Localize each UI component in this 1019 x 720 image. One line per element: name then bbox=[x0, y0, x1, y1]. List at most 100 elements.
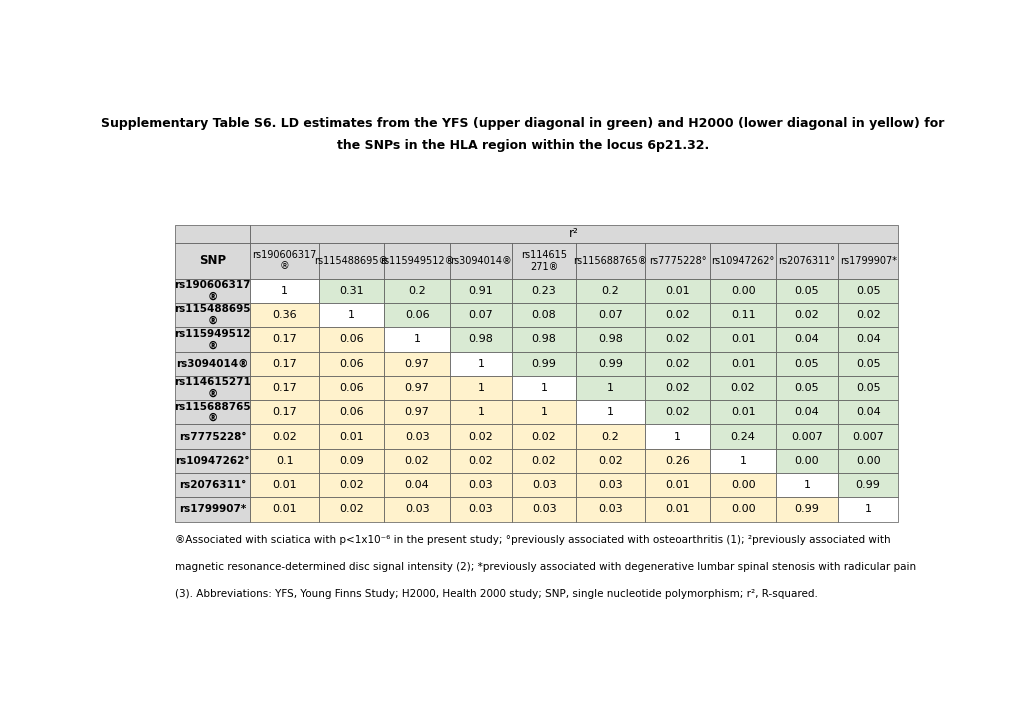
Bar bbox=[838, 279, 898, 303]
Text: 0.36: 0.36 bbox=[272, 310, 297, 320]
Bar bbox=[709, 243, 775, 279]
Bar bbox=[250, 376, 319, 400]
Text: (3). Abbreviations: YFS, Young Finns Study; H2000, Health 2000 study; SNP, singl: (3). Abbreviations: YFS, Young Finns Stu… bbox=[175, 589, 817, 599]
Bar bbox=[384, 498, 449, 521]
Bar bbox=[838, 400, 898, 425]
Text: 0.02: 0.02 bbox=[855, 310, 879, 320]
Bar bbox=[644, 303, 709, 328]
Bar bbox=[775, 400, 838, 425]
Text: 0.01: 0.01 bbox=[664, 505, 689, 515]
Text: 0.01: 0.01 bbox=[339, 431, 364, 441]
Text: SNP: SNP bbox=[199, 254, 226, 267]
Bar bbox=[250, 225, 898, 243]
Text: 0.02: 0.02 bbox=[531, 431, 556, 441]
Text: 0.06: 0.06 bbox=[339, 359, 364, 369]
Bar bbox=[709, 449, 775, 473]
Text: 0.97: 0.97 bbox=[405, 359, 429, 369]
Text: 1: 1 bbox=[674, 431, 681, 441]
Bar bbox=[384, 303, 449, 328]
Bar bbox=[775, 279, 838, 303]
Text: 1: 1 bbox=[347, 310, 355, 320]
Bar bbox=[775, 376, 838, 400]
Bar bbox=[838, 473, 898, 498]
Text: 0.04: 0.04 bbox=[794, 408, 818, 418]
Text: rs3094014®: rs3094014® bbox=[176, 359, 249, 369]
Bar bbox=[250, 498, 319, 521]
Text: 0.26: 0.26 bbox=[664, 456, 689, 466]
Bar bbox=[644, 473, 709, 498]
Bar bbox=[838, 328, 898, 351]
Text: 0.02: 0.02 bbox=[468, 456, 493, 466]
Bar bbox=[250, 425, 319, 449]
Bar bbox=[838, 449, 898, 473]
Text: 0.04: 0.04 bbox=[855, 408, 879, 418]
Text: 1: 1 bbox=[477, 408, 484, 418]
Text: 0.02: 0.02 bbox=[664, 383, 689, 393]
Text: 0.00: 0.00 bbox=[730, 480, 755, 490]
Bar bbox=[775, 498, 838, 521]
Bar bbox=[838, 351, 898, 376]
Text: 0.17: 0.17 bbox=[272, 359, 297, 369]
Bar bbox=[775, 473, 838, 498]
Bar bbox=[175, 473, 250, 498]
Text: 0.007: 0.007 bbox=[791, 431, 822, 441]
Bar bbox=[175, 400, 250, 425]
Bar bbox=[838, 425, 898, 449]
Text: rs2076311°: rs2076311° bbox=[777, 256, 835, 266]
Text: 0.2: 0.2 bbox=[601, 431, 619, 441]
Text: magnetic resonance-determined disc signal intensity (2); *previously associated : magnetic resonance-determined disc signa… bbox=[175, 562, 915, 572]
Bar bbox=[175, 243, 250, 279]
Text: 0.03: 0.03 bbox=[468, 505, 493, 515]
Text: r²: r² bbox=[569, 228, 579, 240]
Bar bbox=[384, 243, 449, 279]
Text: 0.99: 0.99 bbox=[794, 505, 818, 515]
Text: rs115949512
®: rs115949512 ® bbox=[174, 329, 251, 351]
Text: 0.02: 0.02 bbox=[339, 480, 364, 490]
Text: 1: 1 bbox=[606, 383, 613, 393]
Bar bbox=[512, 473, 576, 498]
Bar bbox=[175, 303, 250, 328]
Bar bbox=[838, 303, 898, 328]
Bar bbox=[449, 400, 512, 425]
Bar bbox=[319, 279, 384, 303]
Bar bbox=[576, 328, 644, 351]
Text: 0.00: 0.00 bbox=[730, 286, 755, 296]
Text: 0.007: 0.007 bbox=[852, 431, 883, 441]
Bar bbox=[644, 425, 709, 449]
Bar bbox=[175, 498, 250, 521]
Bar bbox=[319, 473, 384, 498]
Text: 0.97: 0.97 bbox=[405, 383, 429, 393]
Bar bbox=[838, 243, 898, 279]
Text: rs1799907*: rs1799907* bbox=[178, 505, 246, 515]
Text: 1: 1 bbox=[739, 456, 746, 466]
Text: 0.03: 0.03 bbox=[531, 480, 556, 490]
Text: 0.03: 0.03 bbox=[598, 480, 623, 490]
Bar bbox=[319, 328, 384, 351]
Bar bbox=[576, 473, 644, 498]
Bar bbox=[250, 449, 319, 473]
Text: rs115949512®: rs115949512® bbox=[379, 256, 453, 266]
Bar bbox=[709, 400, 775, 425]
Bar bbox=[576, 498, 644, 521]
Bar bbox=[644, 449, 709, 473]
Text: 0.06: 0.06 bbox=[339, 408, 364, 418]
Bar bbox=[512, 449, 576, 473]
Text: 0.2: 0.2 bbox=[408, 286, 426, 296]
Text: 0.01: 0.01 bbox=[664, 480, 689, 490]
Bar bbox=[319, 376, 384, 400]
Text: 0.02: 0.02 bbox=[664, 408, 689, 418]
Bar bbox=[175, 328, 250, 351]
Bar bbox=[384, 376, 449, 400]
Text: 0.24: 0.24 bbox=[730, 431, 755, 441]
Text: 0.05: 0.05 bbox=[794, 286, 818, 296]
Bar bbox=[449, 376, 512, 400]
Bar bbox=[319, 351, 384, 376]
Text: 0.02: 0.02 bbox=[664, 335, 689, 344]
Text: the SNPs in the HLA region within the locus 6p21.32.: the SNPs in the HLA region within the lo… bbox=[336, 139, 708, 152]
Bar bbox=[175, 449, 250, 473]
Bar bbox=[775, 425, 838, 449]
Text: 0.02: 0.02 bbox=[664, 310, 689, 320]
Text: 0.03: 0.03 bbox=[598, 505, 623, 515]
Text: 0.31: 0.31 bbox=[339, 286, 364, 296]
Bar bbox=[250, 400, 319, 425]
